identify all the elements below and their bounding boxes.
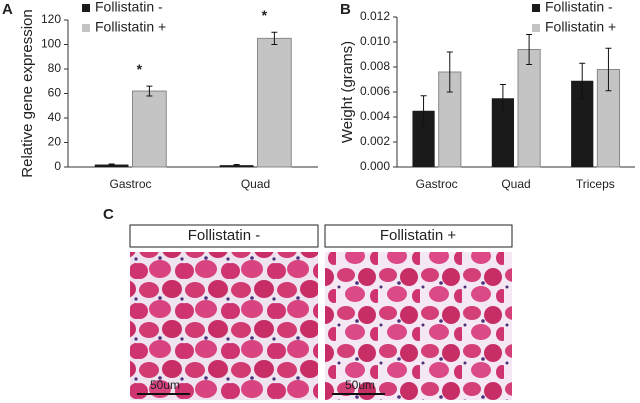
legend-swatch bbox=[532, 4, 540, 12]
error-bar bbox=[146, 85, 153, 97]
y-axis-label: Relative gene expression bbox=[19, 9, 36, 177]
x-tick-label: Gastroc bbox=[109, 177, 151, 191]
error-bar bbox=[499, 84, 506, 113]
bar bbox=[491, 98, 514, 167]
bar bbox=[571, 80, 594, 167]
bar bbox=[257, 37, 292, 168]
histology-image bbox=[130, 252, 318, 400]
x-tick-label: Triceps bbox=[576, 177, 615, 191]
bar bbox=[132, 90, 167, 168]
y-tick-label: 0.010 bbox=[360, 34, 390, 48]
x-tick-label: Gastroc bbox=[416, 177, 458, 191]
significance-marker: * bbox=[262, 7, 268, 23]
panel-label: C bbox=[103, 206, 114, 223]
image-title-box bbox=[129, 224, 319, 248]
image-title: Follistatin - bbox=[188, 227, 261, 244]
panel-label: B bbox=[340, 1, 351, 18]
legend-label: Follistatin - bbox=[545, 0, 613, 15]
legend-label: Follistatin + bbox=[95, 19, 166, 35]
image-title-box bbox=[324, 224, 513, 248]
bar bbox=[517, 49, 541, 168]
y-tick-label: 0.012 bbox=[360, 9, 390, 23]
y-tick-label: 0.000 bbox=[360, 159, 390, 173]
y-axis-label: Weight (grams) bbox=[339, 41, 356, 143]
y-tick-label: 0 bbox=[54, 159, 61, 173]
y-tick-label: 0.006 bbox=[360, 84, 390, 98]
image-title: Follistatin + bbox=[380, 227, 457, 244]
x-tick-label: Quad bbox=[501, 177, 530, 191]
error-bar bbox=[420, 95, 427, 127]
error-bar bbox=[233, 164, 240, 167]
y-tick-label: 120 bbox=[41, 12, 61, 26]
legend-swatch bbox=[532, 24, 540, 32]
error-bar bbox=[526, 34, 533, 65]
y-tick-label: 0.008 bbox=[360, 59, 390, 73]
legend-label: Follistatin + bbox=[545, 19, 616, 35]
error-bar bbox=[271, 31, 278, 45]
y-tick-label: 0.002 bbox=[360, 134, 390, 148]
y-tick-label: 60 bbox=[48, 86, 62, 100]
histology-panel: C Follistatin - Follistatin + 50um 50um bbox=[103, 206, 513, 400]
legend-swatch bbox=[82, 4, 90, 12]
histology-image bbox=[325, 252, 512, 400]
bar bbox=[94, 164, 129, 167]
legend-label: Follistatin - bbox=[95, 0, 163, 15]
x-tick-label: Quad bbox=[241, 177, 270, 191]
error-bar bbox=[605, 47, 612, 92]
scale-bar-label: 50um bbox=[345, 378, 375, 392]
significance-marker: * bbox=[137, 61, 143, 77]
y-tick-label: 100 bbox=[41, 37, 61, 51]
bar bbox=[412, 110, 435, 167]
y-tick-label: 20 bbox=[48, 135, 62, 149]
error-bar bbox=[446, 51, 453, 93]
error-bar bbox=[108, 163, 115, 166]
y-tick-label: 0.004 bbox=[360, 109, 390, 123]
panel-label: A bbox=[2, 1, 13, 18]
legend-swatch bbox=[82, 24, 90, 32]
error-bar bbox=[579, 62, 586, 99]
scale-bar-label: 50um bbox=[150, 378, 180, 392]
y-tick-label: 80 bbox=[48, 61, 62, 75]
y-tick-label: 40 bbox=[48, 110, 62, 124]
